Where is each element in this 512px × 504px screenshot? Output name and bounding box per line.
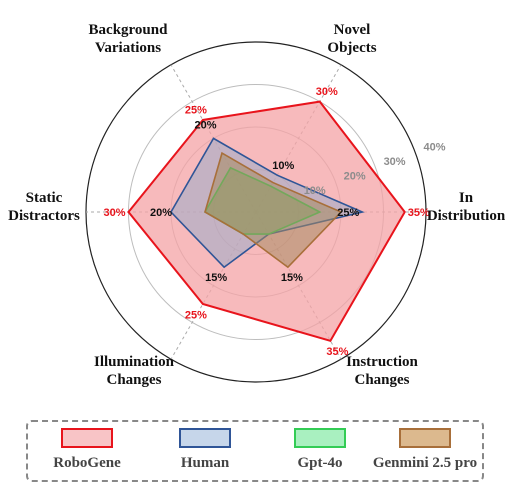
axis-title: Objects <box>327 40 376 56</box>
legend-label: Genmini 2.5 pro <box>372 455 478 471</box>
axis-title: Distribution <box>427 208 506 224</box>
radial-tick-label: 10% <box>304 185 326 197</box>
radar-chart: 10% 20% 30% 40% 35% 30% 25% 30% 25% 35% 25% 10% 20% 2… <box>8 22 506 388</box>
axis-title: Variations <box>95 40 161 56</box>
legend-item-gpt4o: Gpt-4o <box>265 428 375 472</box>
data-label: 20% <box>150 207 172 219</box>
legend-swatch-gpt4o <box>294 428 346 448</box>
radial-tick-label: 40% <box>424 141 446 153</box>
legend-label: Gpt-4o <box>297 455 343 471</box>
data-label: 35% <box>408 207 430 219</box>
data-label: 25% <box>185 105 207 117</box>
axis-title: Illumination <box>94 354 175 370</box>
radial-tick-label: 30% <box>384 156 406 168</box>
data-label: 15% <box>281 272 303 284</box>
data-label: 25% <box>337 207 359 219</box>
legend-swatch-robogene <box>61 428 113 448</box>
legend-item-gemini: Genmini 2.5 pro <box>370 428 480 472</box>
data-label: 10% <box>272 160 294 172</box>
axis-title: Distractors <box>8 208 80 224</box>
legend-swatch-gemini <box>399 428 451 448</box>
legend-label: Human <box>180 455 230 471</box>
data-label: 20% <box>194 119 216 131</box>
legend: RoboGene Human Gpt-4o Genmini 2.5 pro <box>26 420 484 482</box>
axis-title: Background <box>89 22 169 38</box>
legend-label: RoboGene <box>53 455 121 471</box>
series-polygon-genmini-2-5-pro <box>204 151 343 269</box>
axis-title: Static <box>26 190 63 206</box>
axis-title: Instruction <box>346 354 418 370</box>
data-label: 25% <box>185 309 207 321</box>
legend-swatch-human <box>179 428 231 448</box>
legend-item-robogene: RoboGene <box>32 428 142 472</box>
axis-title: Changes <box>354 372 409 388</box>
axis-title: In <box>459 190 474 206</box>
radial-tick-label: 20% <box>344 171 366 183</box>
axis-title: Changes <box>106 372 161 388</box>
data-label: 15% <box>205 272 227 284</box>
axis-title: Novel <box>334 22 371 38</box>
data-label: 30% <box>316 86 338 98</box>
legend-item-human: Human <box>150 428 260 472</box>
data-label: 35% <box>326 346 348 358</box>
data-label: 30% <box>103 207 125 219</box>
